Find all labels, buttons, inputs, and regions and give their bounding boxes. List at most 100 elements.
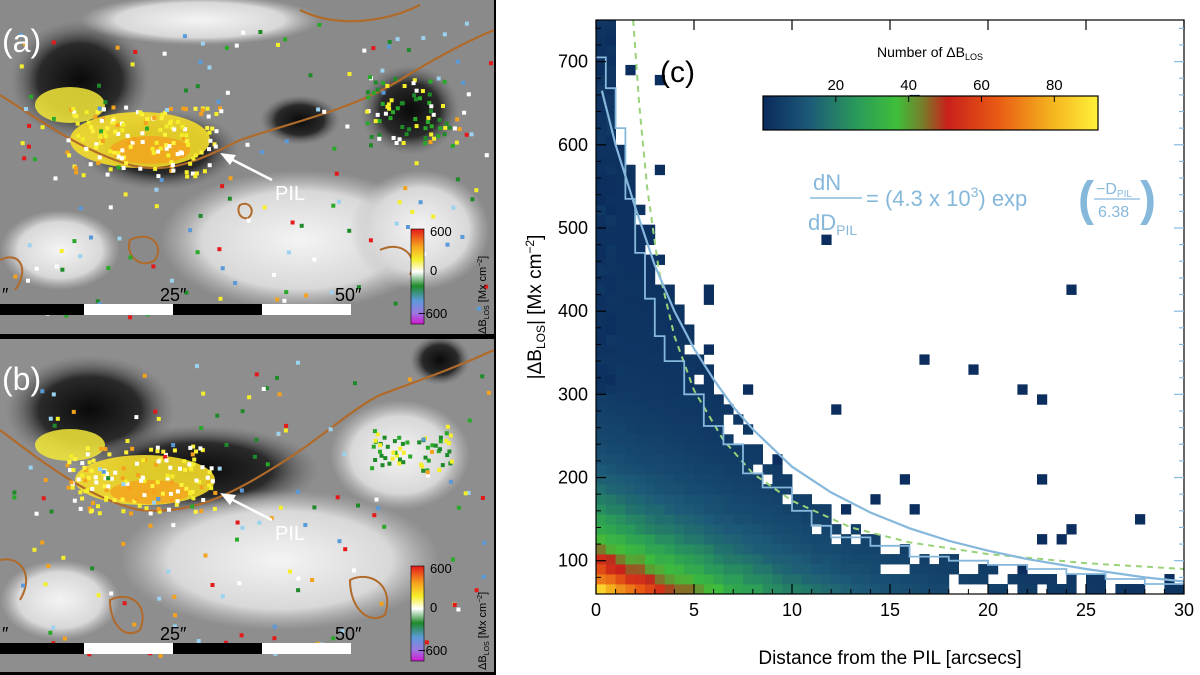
heatmap-cell	[596, 384, 607, 395]
heatmap-cell	[939, 564, 950, 575]
heatmap-cell	[743, 584, 754, 594]
field-pixel	[432, 136, 437, 141]
heatmap-colorbar-ticks: 20 40 60 80	[827, 77, 1063, 102]
heatmap-cell	[713, 474, 724, 485]
heatmap-cell	[645, 364, 656, 375]
field-pixel	[436, 76, 441, 81]
field-pixel	[365, 121, 370, 126]
field-pixel	[377, 119, 382, 124]
heatmap-cell	[635, 574, 646, 585]
field-pixel	[104, 488, 109, 493]
heatmap-cell	[684, 544, 695, 555]
heatmap-cell	[870, 544, 881, 555]
field-pixel	[216, 99, 221, 104]
field-pixel	[153, 409, 158, 414]
heatmap-cells	[596, 20, 1184, 594]
heatmap-cell	[635, 554, 646, 565]
field-pixel	[225, 90, 230, 95]
field-pixel	[59, 249, 64, 253]
heatmap-cell	[625, 504, 636, 515]
heatmap-cell	[870, 574, 881, 585]
field-pixel	[164, 143, 168, 148]
panel-a-scale-tick-0: ″	[2, 285, 9, 305]
field-pixel	[102, 107, 106, 112]
field-pixel	[195, 364, 199, 369]
heatmap-cell	[723, 584, 734, 594]
heatmap-cell	[703, 364, 714, 375]
heatmap-cell	[850, 564, 861, 575]
field-pixel	[484, 153, 489, 158]
field-pixel	[127, 140, 132, 145]
heatmap-cell	[860, 564, 871, 575]
panel-b-scale-bar: ″ 25″ 50″	[0, 624, 362, 654]
field-pixel	[104, 495, 109, 500]
field-pixel	[61, 555, 66, 560]
heatmap-cell	[664, 524, 675, 535]
heatmap-cell	[684, 394, 695, 405]
heatmap-cell	[596, 344, 607, 355]
heatmap-cell	[625, 454, 636, 465]
field-pixel	[385, 104, 390, 109]
heatmap-cell	[811, 564, 822, 575]
heatmap-cell	[674, 524, 685, 535]
heatmap-cell	[1037, 574, 1048, 585]
field-pixel	[142, 493, 147, 498]
field-pixel	[169, 119, 173, 124]
heatmap-cell	[1017, 384, 1028, 395]
field-pixel	[145, 126, 149, 131]
heatmap-cell	[654, 584, 665, 594]
heatmap-cell	[635, 504, 646, 515]
heatmap-cell	[909, 504, 920, 515]
field-pixel	[97, 106, 102, 111]
heatmap-cell	[1017, 574, 1028, 585]
field-pixel	[90, 487, 95, 491]
field-pixel	[474, 588, 479, 593]
panel-b-cbar-title: ΔBLOS [Mx cm−2]	[477, 592, 491, 670]
heatmap-cell	[694, 554, 705, 565]
heatmap-cell	[596, 54, 607, 66]
field-pixel	[139, 478, 144, 483]
field-pixel	[55, 416, 60, 421]
heatmap-cell	[596, 24, 607, 36]
field-pixel	[426, 115, 431, 120]
field-pixel	[329, 290, 334, 295]
heatmap-cell	[596, 464, 607, 475]
field-pixel	[470, 197, 475, 202]
heatmap-cell	[772, 574, 783, 585]
field-pixel	[420, 464, 425, 469]
field-pixel	[19, 64, 24, 69]
heatmap-cell	[831, 544, 842, 555]
heatmap-cell	[596, 454, 607, 465]
heatmap-cell	[831, 564, 842, 575]
field-pixel	[449, 459, 454, 464]
field-pixel	[334, 171, 339, 176]
heatmap-cell	[733, 574, 744, 585]
panel-a-pil-label: PIL	[275, 183, 305, 205]
heatmap-cell	[664, 574, 675, 585]
heatmap-cell	[645, 374, 656, 385]
heatmap-cell	[782, 544, 793, 555]
heatmap-cell	[723, 454, 734, 465]
heatmap-cell	[713, 574, 724, 585]
field-pixel	[140, 475, 145, 480]
field-pixel	[84, 146, 89, 151]
field-pixel	[209, 486, 214, 491]
field-pixel	[379, 601, 384, 606]
field-pixel	[13, 274, 18, 279]
field-pixel	[235, 520, 240, 525]
heatmap-cell	[625, 64, 636, 76]
heatmap-cell	[890, 584, 901, 594]
field-pixel	[283, 428, 288, 433]
heatmap-cell	[703, 544, 714, 555]
field-pixel	[24, 107, 28, 111]
field-pixel	[62, 636, 67, 641]
field-pixel	[412, 93, 417, 98]
heatmap-cell	[654, 494, 665, 505]
panel-a-label: (a)	[2, 23, 41, 59]
field-pixel	[272, 624, 277, 629]
field-pixel	[72, 239, 77, 244]
fit-eq-paren-left: (	[1078, 173, 1094, 226]
field-pixel	[163, 455, 168, 459]
field-pixel	[397, 200, 402, 205]
field-pixel	[196, 639, 201, 643]
